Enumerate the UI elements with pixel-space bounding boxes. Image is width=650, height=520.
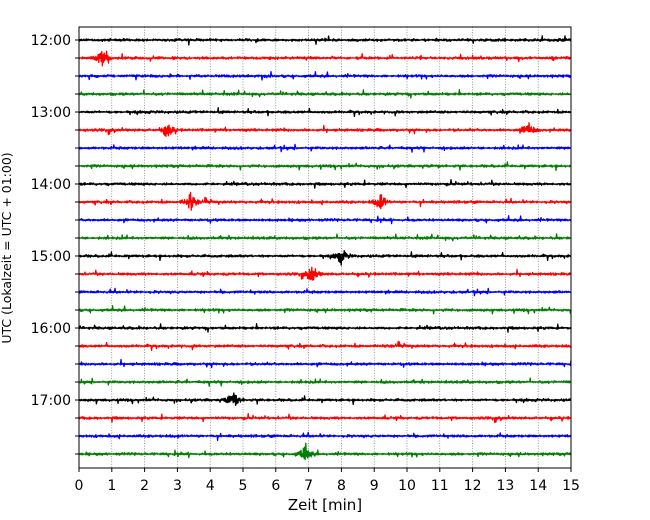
y-axis-ticks: 12:00 13:00 14:00 15:00 16:00 17:00 (31, 33, 79, 455)
seismic-trace (78, 107, 572, 118)
x-tick-label: 10 (398, 478, 416, 494)
y-tick-label: 14:00 (31, 177, 71, 193)
x-tick-label: 15 (562, 478, 580, 494)
x-tick-label: 8 (337, 478, 346, 494)
y-axis-label: UTC (Lokalzeit = UTC + 01:00) (0, 152, 14, 343)
seismic-trace (78, 178, 572, 189)
seismic-trace (78, 143, 572, 153)
x-tick-label: 5 (239, 478, 248, 494)
plot-frame (78, 26, 572, 469)
y-tick-label: 13:00 (31, 105, 71, 121)
seismic-trace (78, 191, 572, 211)
x-tick-label: 6 (271, 478, 280, 494)
seismic-trace (78, 50, 572, 67)
y-tick-label: 15:00 (31, 249, 71, 265)
x-tick-label: 7 (304, 478, 313, 494)
x-tick-label: 4 (206, 478, 215, 494)
x-axis-label: Zeit [min] (288, 496, 362, 514)
seismic-traces (78, 35, 572, 461)
seismic-trace (78, 340, 572, 352)
seismic-trace (78, 442, 572, 461)
x-tick-label: 13 (496, 478, 514, 494)
y-tick-label: 16:00 (31, 321, 71, 337)
seismic-trace (78, 35, 572, 46)
seismic-trace (78, 122, 572, 138)
x-grid-lines (111, 27, 539, 468)
seismic-trace (78, 266, 572, 281)
seismic-trace (78, 392, 572, 406)
y-tick-label: 12:00 (31, 33, 71, 49)
seismic-trace (78, 322, 572, 333)
seismic-trace (78, 250, 572, 266)
x-tick-label: 2 (140, 478, 149, 494)
x-tick-label: 11 (431, 478, 449, 494)
seismic-trace (78, 412, 572, 424)
seismic-trace (78, 431, 572, 442)
x-tick-label: 12 (464, 478, 482, 494)
seismic-trace (78, 215, 572, 225)
seismic-trace (78, 377, 572, 387)
seismic-trace (78, 305, 572, 315)
seismic-trace (78, 71, 572, 81)
x-axis-ticks: 0 1 2 3 4 5 6 7 8 9 10 11 12 13 14 15 (75, 468, 580, 494)
x-tick-label: 0 (75, 478, 84, 494)
seismic-trace (78, 161, 572, 172)
x-tick-label: 14 (529, 478, 547, 494)
x-tick-label: 1 (107, 478, 116, 494)
seismic-trace (78, 287, 572, 297)
seismic-trace (78, 358, 572, 369)
x-tick-label: 9 (370, 478, 379, 494)
seismic-trace (78, 233, 572, 242)
seismic-trace (78, 88, 572, 99)
y-tick-label: 17:00 (31, 393, 71, 409)
x-tick-label: 3 (173, 478, 182, 494)
